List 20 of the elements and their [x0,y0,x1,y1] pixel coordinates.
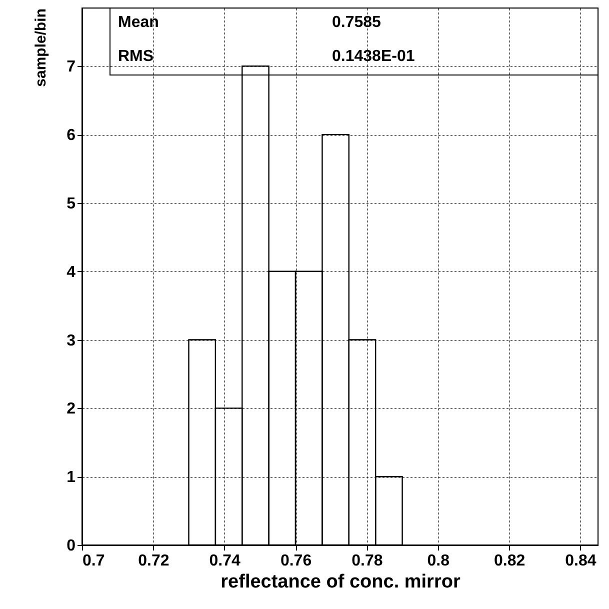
y-tick-label: 1 [66,469,76,486]
x-tick-label: 0.7 [82,552,105,570]
y-tick-label: 0 [66,538,76,554]
y-tick-label: 7 [66,58,76,76]
x-tick-label: 0.72 [138,552,170,570]
x-tick-label: 0.78 [352,552,383,570]
x-tick-label: 0.8 [427,552,450,570]
x-axis-title: reflectance of conc. mirror [220,572,461,592]
text: Mean 0.7585 [118,14,381,31]
y-tick-label: 5 [66,195,76,212]
y-tick-label: 6 [66,127,76,144]
y-tick-label: 2 [66,400,76,418]
text: RMS 0.1438E-01 [118,48,415,65]
x-tick-label: 0.76 [280,552,312,570]
x-tick-label: 0.74 [209,552,241,570]
x-tick-label: 0.82 [494,552,526,570]
y-tick-label: 3 [66,332,76,350]
y-tick-label: 4 [66,264,76,281]
x-tick-label: 0.84 [565,552,596,570]
y-axis-title: sample/bin [32,8,50,87]
